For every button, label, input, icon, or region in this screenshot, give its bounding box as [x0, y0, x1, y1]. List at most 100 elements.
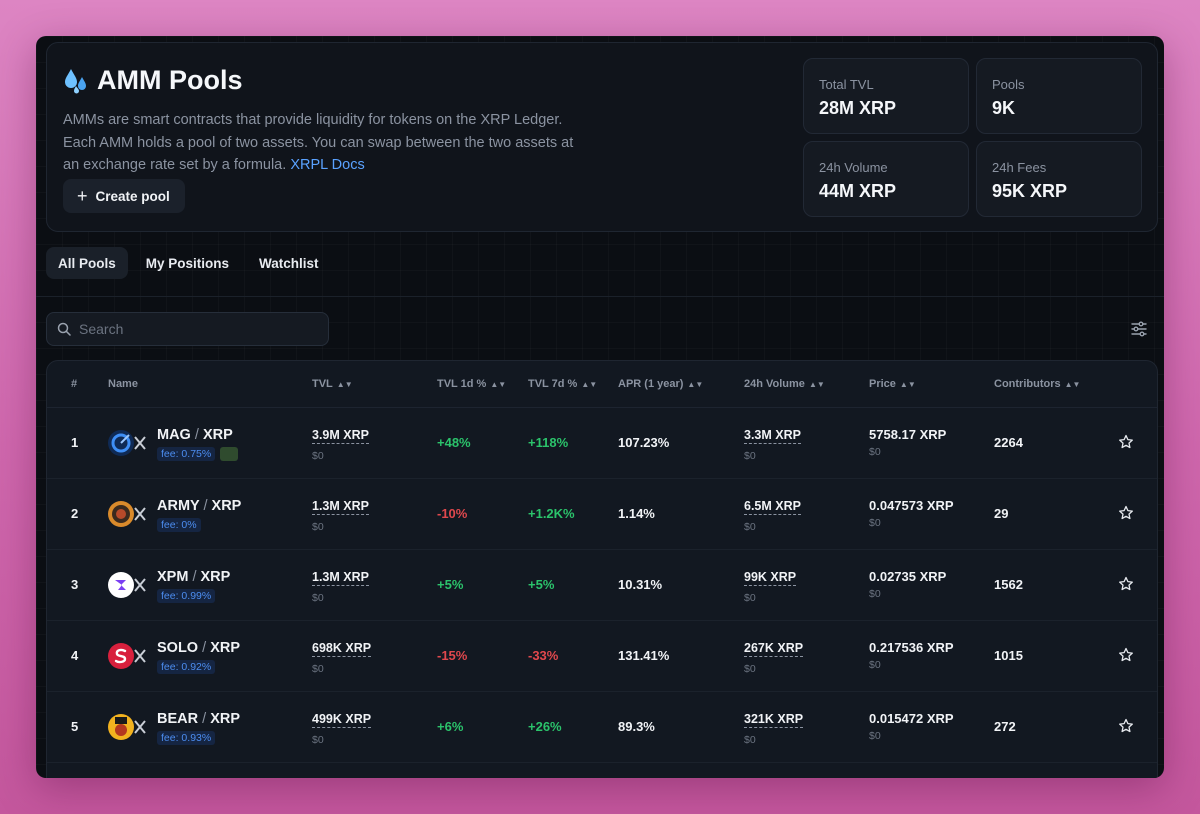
volume-usd: $0: [744, 450, 756, 462]
table-row[interactable]: 2 ARMY / XRP fee: 0% 1.3M XRP $0 -10% +1…: [47, 479, 1157, 550]
col-tvl-7d-label: TVL 7d %: [528, 378, 578, 390]
price-usd: $0: [869, 730, 881, 742]
tvl-1d-change: +5%: [437, 577, 464, 592]
row-rank: 4: [71, 648, 79, 663]
tvl-value[interactable]: 499K XRP: [312, 712, 372, 728]
filter-sliders-icon[interactable]: [1130, 320, 1148, 338]
volume-value[interactable]: 6.5M XRP: [744, 499, 801, 515]
col-price-label: Price: [869, 378, 896, 390]
col-name: Name: [108, 378, 138, 390]
volume-value[interactable]: 321K XRP: [744, 712, 804, 728]
volume-value[interactable]: 99K XRP: [744, 570, 797, 586]
tvl-value[interactable]: 1.3M XRP: [312, 499, 369, 515]
stat-value: 28M XRP: [819, 98, 897, 118]
col-tvl[interactable]: TVL ▲▼: [312, 378, 353, 390]
star-icon[interactable]: [1118, 434, 1134, 450]
token-symbol: SOLO: [157, 640, 199, 656]
base-symbol: XRP: [210, 711, 241, 727]
search-box[interactable]: [46, 312, 329, 346]
sort-icon: ▲▼: [490, 380, 507, 389]
pair-name[interactable]: BEAR / XRP: [157, 711, 240, 727]
divider: [36, 296, 1164, 297]
token-symbol: MAG: [157, 427, 191, 443]
fee-badge: fee: 0.92%: [157, 660, 216, 674]
sort-icon: ▲▼: [687, 380, 704, 389]
price-usd: $0: [869, 588, 881, 600]
token-symbol: ARMY: [157, 498, 200, 514]
search-icon: [57, 322, 71, 336]
tvl-value[interactable]: 3.9M XRP: [312, 428, 369, 444]
contributors-value: 1562: [994, 577, 1023, 592]
search-input[interactable]: [77, 320, 321, 338]
col-contributors[interactable]: Contributors ▲▼: [994, 378, 1080, 390]
col-tvl-label: TVL: [312, 378, 333, 390]
col-volume[interactable]: 24h Volume ▲▼: [744, 378, 825, 390]
table-row[interactable]: 1 MAG / XRP fee: 0.75% 3.9M XRP $0 +48% …: [47, 408, 1157, 479]
volume-usd: $0: [744, 521, 756, 533]
pair-separator: /: [202, 640, 207, 656]
col-contributors-label: Contributors: [994, 378, 1061, 390]
tvl-usd: $0: [312, 734, 324, 746]
create-pool-button[interactable]: + Create pool: [63, 179, 185, 213]
stat-label: 24h Fees: [992, 160, 1047, 175]
table-row[interactable]: 4 SOLO / XRP fee: 0.92% 698K XRP $0 -15%…: [47, 621, 1157, 692]
pair-separator: /: [202, 711, 207, 727]
pair-name[interactable]: SOLO / XRP: [157, 640, 240, 656]
description-text: AMMs are smart contracts that provide li…: [63, 112, 574, 173]
sort-icon: ▲▼: [581, 380, 598, 389]
pair-name[interactable]: ARMY / XRP: [157, 498, 241, 514]
tvl-7d-change: -33%: [528, 648, 559, 663]
page-title-text: AMM Pools: [97, 65, 243, 95]
col-volume-label: 24h Volume: [744, 378, 805, 390]
bear-token-icon: [108, 714, 146, 740]
sort-icon: ▲▼: [1064, 380, 1081, 389]
xrpl-docs-link[interactable]: XRPL Docs: [290, 157, 365, 173]
volume-value[interactable]: 3.3M XRP: [744, 428, 801, 444]
tvl-usd: $0: [312, 592, 324, 604]
price-value: 0.015472 XRP: [869, 711, 954, 726]
fee-badge: fee: 0.93%: [157, 731, 216, 745]
row-rank: 5: [71, 719, 79, 734]
fee-badge: fee: 0%: [157, 518, 201, 532]
tvl-value[interactable]: 698K XRP: [312, 641, 372, 657]
tab-my-positions[interactable]: My Positions: [145, 255, 230, 271]
volume-cell: 99K XRP: [744, 569, 797, 586]
tvl-1d-change: +6%: [437, 719, 464, 734]
pair-separator: /: [194, 427, 199, 443]
col-tvl-1d[interactable]: TVL 1d % ▲▼: [437, 378, 506, 390]
star-icon[interactable]: [1118, 576, 1134, 592]
tvl-1d-change: -10%: [437, 506, 468, 521]
pair-separator: /: [203, 498, 208, 514]
col-tvl-7d[interactable]: TVL 7d % ▲▼: [528, 378, 597, 390]
col-rank: #: [71, 378, 78, 390]
table-row[interactable]: 5 BEAR / XRP fee: 0.93% 499K XRP $0 +6% …: [47, 692, 1157, 763]
volume-cell: 267K XRP: [744, 640, 804, 657]
star-icon[interactable]: [1118, 505, 1134, 521]
stat-total-tvl: Total TVL 28M XRP: [803, 58, 969, 134]
tvl-cell: 3.9M XRP: [312, 427, 369, 444]
apr-value: 10.31%: [618, 577, 663, 592]
tvl-usd: $0: [312, 450, 324, 462]
app-window: AMM Pools AMMs are smart contracts that …: [36, 36, 1164, 778]
verified-badge-icon: [220, 447, 238, 461]
volume-usd: $0: [744, 734, 756, 746]
col-price[interactable]: Price ▲▼: [869, 378, 916, 390]
volume-value[interactable]: 267K XRP: [744, 641, 804, 657]
tvl-value[interactable]: 1.3M XRP: [312, 570, 369, 586]
star-icon[interactable]: [1118, 647, 1134, 663]
price-usd: $0: [869, 659, 881, 671]
pair-name[interactable]: XPM / XRP: [157, 569, 230, 585]
volume-cell: 321K XRP: [744, 711, 804, 728]
pair-name[interactable]: MAG / XRP: [157, 427, 233, 443]
tab-watchlist[interactable]: Watchlist: [259, 255, 319, 271]
stat-24h-volume: 24h Volume 44M XRP: [803, 141, 969, 217]
tvl-cell: 698K XRP: [312, 640, 372, 657]
table-row[interactable]: 3 XPM / XRP fee: 0.99% 1.3M XRP $0 +5% +…: [47, 550, 1157, 621]
tab-all-pools[interactable]: All Pools: [46, 247, 128, 279]
star-icon[interactable]: [1118, 718, 1134, 734]
contributors-value: 2264: [994, 435, 1023, 450]
price-usd: $0: [869, 446, 881, 458]
col-apr[interactable]: APR (1 year) ▲▼: [618, 378, 703, 390]
pool-tabs: All Pools My Positions Watchlist: [46, 247, 331, 279]
table-header: # Name TVL ▲▼ TVL 1d % ▲▼ TVL 7d % ▲▼ APR (…: [47, 361, 1157, 408]
